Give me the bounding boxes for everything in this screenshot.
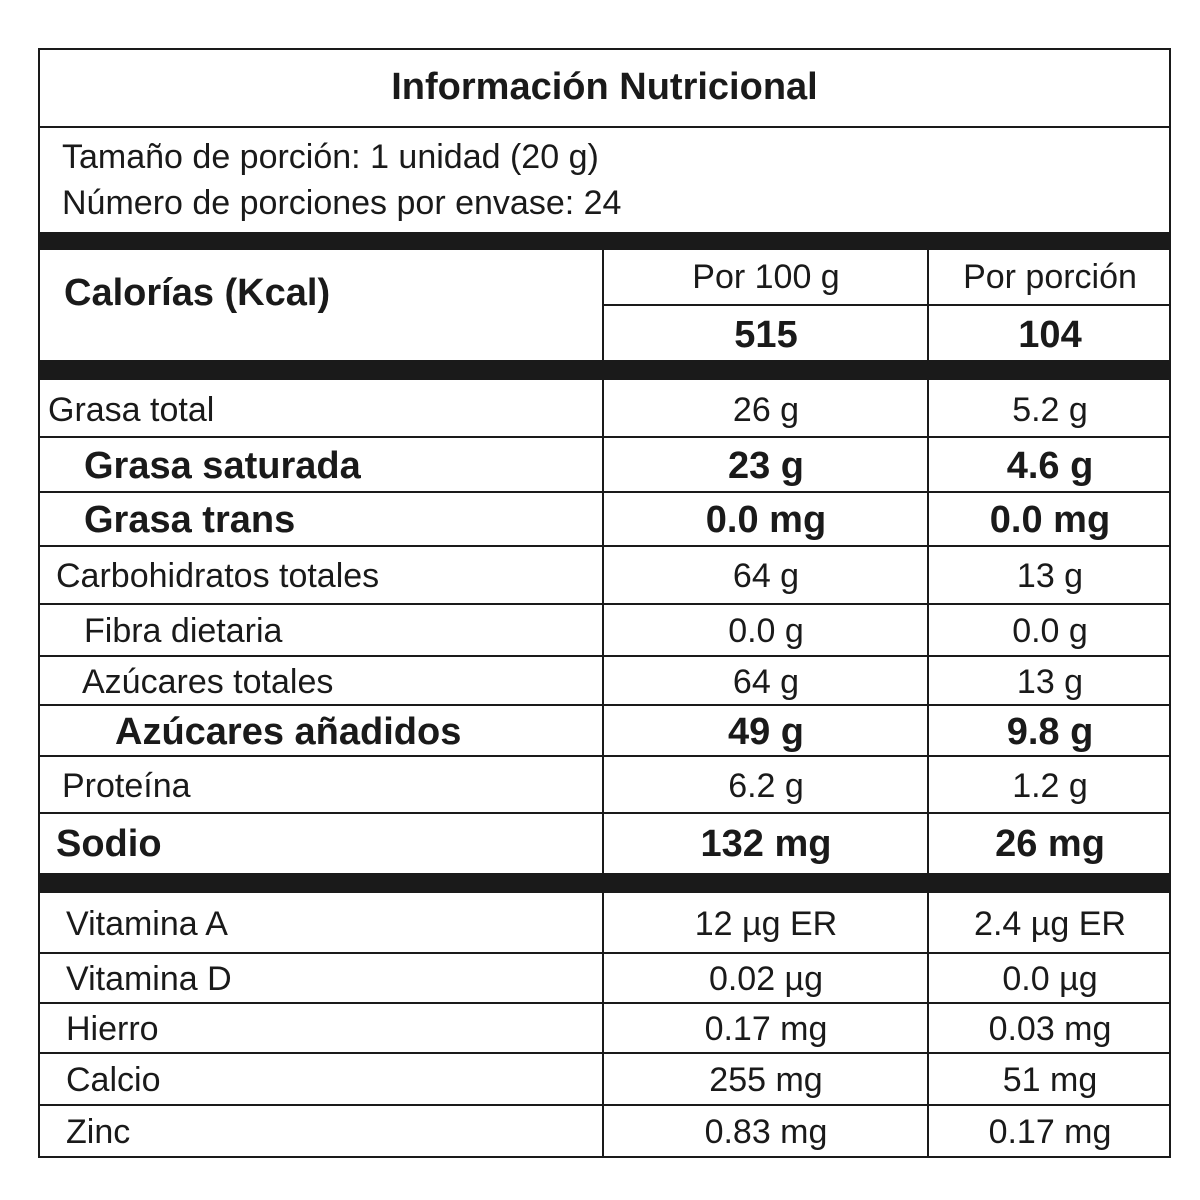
nutrient-name: Grasa saturada bbox=[84, 444, 361, 487]
nutrient-name: Vitamina D bbox=[66, 960, 232, 999]
value-per-100g: 6.2 g bbox=[728, 766, 804, 805]
divider bbox=[603, 304, 1171, 306]
nutrient-name: Calcio bbox=[66, 1061, 161, 1100]
value-per-100g: 0.0 g bbox=[728, 612, 804, 651]
row-divider bbox=[38, 655, 1171, 657]
calories-per-100g: 515 bbox=[734, 314, 798, 356]
thick-divider bbox=[38, 873, 1171, 893]
calories-per-serving: 104 bbox=[1018, 314, 1082, 356]
thick-divider bbox=[38, 360, 1171, 380]
value-per-serving: 0.0 g bbox=[1012, 612, 1088, 651]
row-divider bbox=[38, 1002, 1171, 1004]
row-divider bbox=[38, 704, 1171, 706]
nutrient-name: Carbohidratos totales bbox=[56, 557, 380, 596]
value-per-100g: 23 g bbox=[727, 444, 805, 487]
value-per-serving: 0.0 µg bbox=[1002, 960, 1098, 999]
row-divider bbox=[38, 491, 1171, 493]
value-per-100g: 0.0 mg bbox=[705, 499, 827, 542]
divider bbox=[38, 126, 1171, 128]
nutrient-name: Vitamina A bbox=[66, 905, 228, 944]
value-per-serving: 13 g bbox=[1016, 557, 1084, 596]
value-per-100g: 26 g bbox=[732, 390, 800, 429]
row-divider bbox=[38, 952, 1171, 954]
column-divider bbox=[602, 250, 604, 1156]
nutrient-name: Zinc bbox=[66, 1112, 131, 1151]
value-per-serving: 5.2 g bbox=[1012, 390, 1088, 429]
value-per-serving: 1.2 g bbox=[1012, 766, 1088, 805]
value-per-serving: 0.0 mg bbox=[989, 499, 1111, 542]
value-per-serving: 51 mg bbox=[1002, 1061, 1098, 1100]
value-per-serving: 4.6 g bbox=[1006, 444, 1094, 487]
value-per-100g: 0.83 mg bbox=[704, 1112, 828, 1151]
value-per-serving: 9.8 g bbox=[1006, 710, 1094, 753]
value-per-100g: 0.02 µg bbox=[708, 960, 824, 999]
label-title: Información Nutricional bbox=[391, 66, 818, 108]
servings-per-container: Número de porciones por envase: 24 bbox=[62, 184, 622, 222]
row-divider bbox=[38, 436, 1171, 438]
calories-label: Calorías (Kcal) bbox=[64, 272, 331, 314]
nutrient-name: Hierro bbox=[66, 1010, 159, 1049]
value-per-serving: 0.17 mg bbox=[988, 1112, 1112, 1151]
nutrient-name: Sodio bbox=[56, 823, 162, 866]
row-divider bbox=[38, 1052, 1171, 1054]
serving-size: Tamaño de porción: 1 unidad (20 g) bbox=[62, 138, 599, 176]
nutrient-name: Azúcares añadidos bbox=[115, 710, 462, 753]
value-per-100g: 49 g bbox=[727, 710, 805, 753]
thick-divider bbox=[38, 232, 1171, 250]
nutrient-name: Grasa trans bbox=[84, 499, 296, 542]
value-per-serving: 26 mg bbox=[995, 823, 1105, 866]
value-per-100g: 255 mg bbox=[709, 1061, 823, 1100]
column-divider bbox=[927, 250, 929, 1156]
row-divider bbox=[38, 1104, 1171, 1106]
value-per-100g: 0.17 mg bbox=[704, 1010, 828, 1049]
value-per-100g: 64 g bbox=[732, 662, 800, 701]
value-per-serving: 0.03 mg bbox=[988, 1010, 1112, 1049]
row-divider bbox=[38, 603, 1171, 605]
value-per-100g: 64 g bbox=[732, 557, 800, 596]
row-divider bbox=[38, 545, 1171, 547]
value-per-serving: 2.4 µg ER bbox=[974, 905, 1126, 944]
nutrient-name: Grasa total bbox=[48, 390, 215, 429]
value-per-100g: 132 mg bbox=[700, 823, 832, 866]
row-divider bbox=[38, 755, 1171, 757]
col-header-per-100g: Por 100 g bbox=[692, 258, 840, 296]
value-per-serving: 13 g bbox=[1016, 662, 1084, 701]
nutrient-name: Proteína bbox=[62, 766, 191, 805]
col-header-per-serving: Por porción bbox=[963, 258, 1137, 296]
row-divider bbox=[38, 812, 1171, 814]
value-per-100g: 12 µg ER bbox=[694, 905, 838, 944]
nutrient-name: Fibra dietaria bbox=[84, 612, 283, 651]
nutrient-name: Azúcares totales bbox=[82, 662, 334, 701]
